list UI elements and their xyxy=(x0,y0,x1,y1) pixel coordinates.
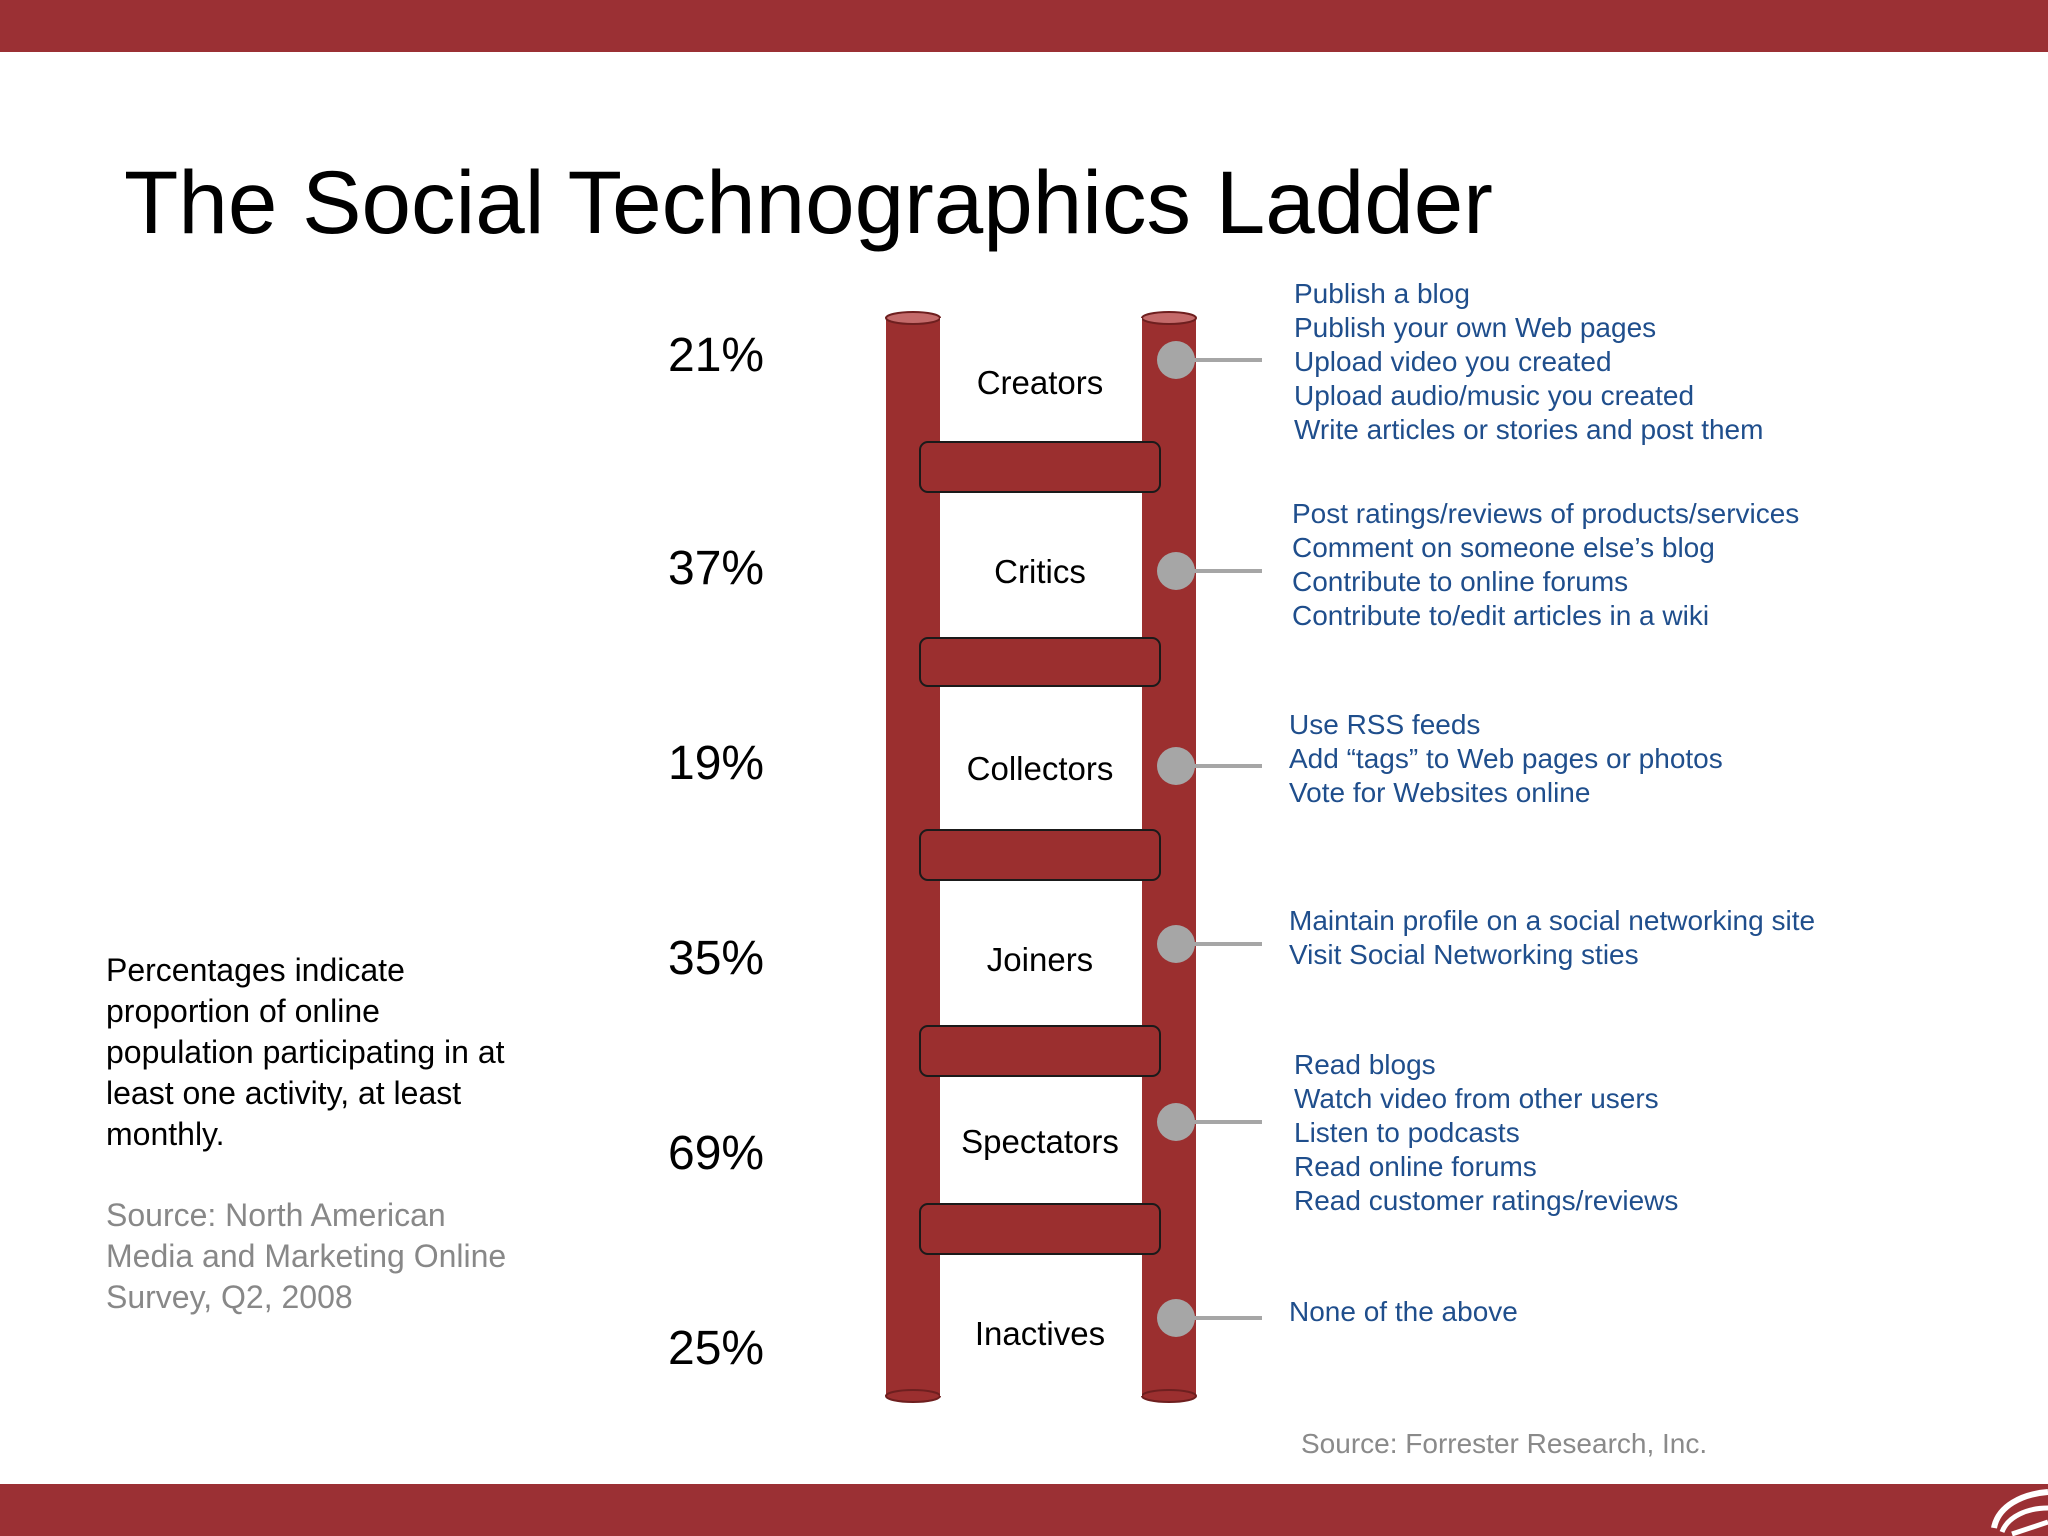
left-rail-cap xyxy=(885,311,941,325)
percent-creators: 21% xyxy=(668,329,765,382)
activity-item: Listen to podcasts xyxy=(1294,1117,1520,1148)
ladder-rung xyxy=(919,829,1161,881)
percent-collectors: 19% xyxy=(668,737,765,790)
connector-joiners xyxy=(1157,925,1262,963)
connector-inactives xyxy=(1157,1299,1262,1337)
rung-panel xyxy=(940,880,1142,1026)
connector-dot-icon xyxy=(1157,747,1195,785)
activity-item: Comment on someone else’s blog xyxy=(1292,532,1715,563)
rung-panel xyxy=(940,492,1142,638)
activity-item: Maintain profile on a social networking … xyxy=(1289,905,1816,936)
connector-collectors xyxy=(1157,747,1262,785)
ladder-rung xyxy=(919,1025,1161,1077)
activity-item: Watch video from other users xyxy=(1294,1083,1659,1114)
activity-item: Read customer ratings/reviews xyxy=(1294,1185,1679,1216)
activity-item: Use RSS feeds xyxy=(1289,709,1481,740)
connector-creators xyxy=(1157,341,1262,379)
percent-spectators: 69% xyxy=(668,1127,765,1180)
ladder-rung xyxy=(919,637,1161,687)
activities-critics: Post ratings/reviews of products/service… xyxy=(1292,497,1799,633)
activity-item: Publish a blog xyxy=(1294,278,1470,309)
activity-item: Contribute to/edit articles in a wiki xyxy=(1292,600,1710,631)
activity-item: Upload audio/music you created xyxy=(1294,380,1695,411)
connector-dot-icon xyxy=(1157,1103,1195,1141)
activities-spectators: Read blogs Watch video from other users … xyxy=(1294,1048,1678,1218)
rung-panel xyxy=(940,1076,1142,1204)
connector-dot-icon xyxy=(1157,925,1195,963)
rung-panel xyxy=(940,1254,1142,1396)
percentages-note: Percentages indicate proportion of onlin… xyxy=(106,952,505,1152)
activities-inactives: None of the above xyxy=(1289,1295,1518,1329)
rung-label-inactives: Inactives xyxy=(974,1315,1106,1352)
connector-dot-icon xyxy=(1157,1299,1195,1337)
publisher-logo-icon xyxy=(1991,1489,2048,1536)
activity-item: Publish your own Web pages xyxy=(1294,312,1657,343)
right-rail-foot xyxy=(1141,1389,1197,1403)
activity-item: Contribute to online forums xyxy=(1292,566,1629,597)
rung-label-creators: Creators xyxy=(976,364,1104,401)
activity-item: Upload video you created xyxy=(1294,346,1612,377)
right-rail-cap xyxy=(1141,311,1197,325)
rung-panel xyxy=(940,318,1142,442)
rung-label-spectators: Spectators xyxy=(961,1123,1119,1160)
connector-spectators xyxy=(1157,1103,1262,1141)
activity-item: Write articles or stories and post them xyxy=(1294,414,1764,445)
activities-joiners: Maintain profile on a social networking … xyxy=(1289,904,1815,972)
activities-collectors: Use RSS feeds Add “tags” to Web pages or… xyxy=(1289,708,1723,810)
page-title: The Social Technographics Ladder xyxy=(124,152,1493,252)
ladder-rung xyxy=(919,441,1161,493)
percent-inactives: 25% xyxy=(668,1322,765,1375)
activity-item: Post ratings/reviews of products/service… xyxy=(1292,498,1800,529)
percent-joiners: 35% xyxy=(668,932,765,985)
activity-item: Vote for Websites online xyxy=(1289,777,1591,808)
left-rail-foot xyxy=(885,1389,941,1403)
connector-dot-icon xyxy=(1157,552,1195,590)
rung-panel xyxy=(940,686,1142,830)
connector-dot-icon xyxy=(1157,341,1195,379)
rung-label-collectors: Collectors xyxy=(966,750,1114,787)
bottom-banner xyxy=(0,1484,2048,1536)
activity-item: None of the above xyxy=(1289,1296,1518,1327)
rung-label-critics: Critics xyxy=(994,553,1086,590)
research-source: Source: Forrester Research, Inc. xyxy=(1301,1428,1708,1459)
percent-critics: 37% xyxy=(668,542,765,595)
ladder-rung xyxy=(919,1203,1161,1255)
activity-item: Add “tags” to Web pages or photos xyxy=(1289,743,1723,774)
activity-item: Visit Social Networking sties xyxy=(1289,939,1639,970)
rung-label-joiners: Joiners xyxy=(986,941,1094,978)
survey-source: Source: North American Media and Marketi… xyxy=(106,1197,507,1315)
activity-item: Read online forums xyxy=(1294,1151,1537,1182)
activity-item: Read blogs xyxy=(1294,1049,1436,1080)
top-banner xyxy=(0,0,2048,52)
connector-critics xyxy=(1157,552,1262,590)
activities-creators: Publish a blog Publish your own Web page… xyxy=(1294,277,1763,447)
